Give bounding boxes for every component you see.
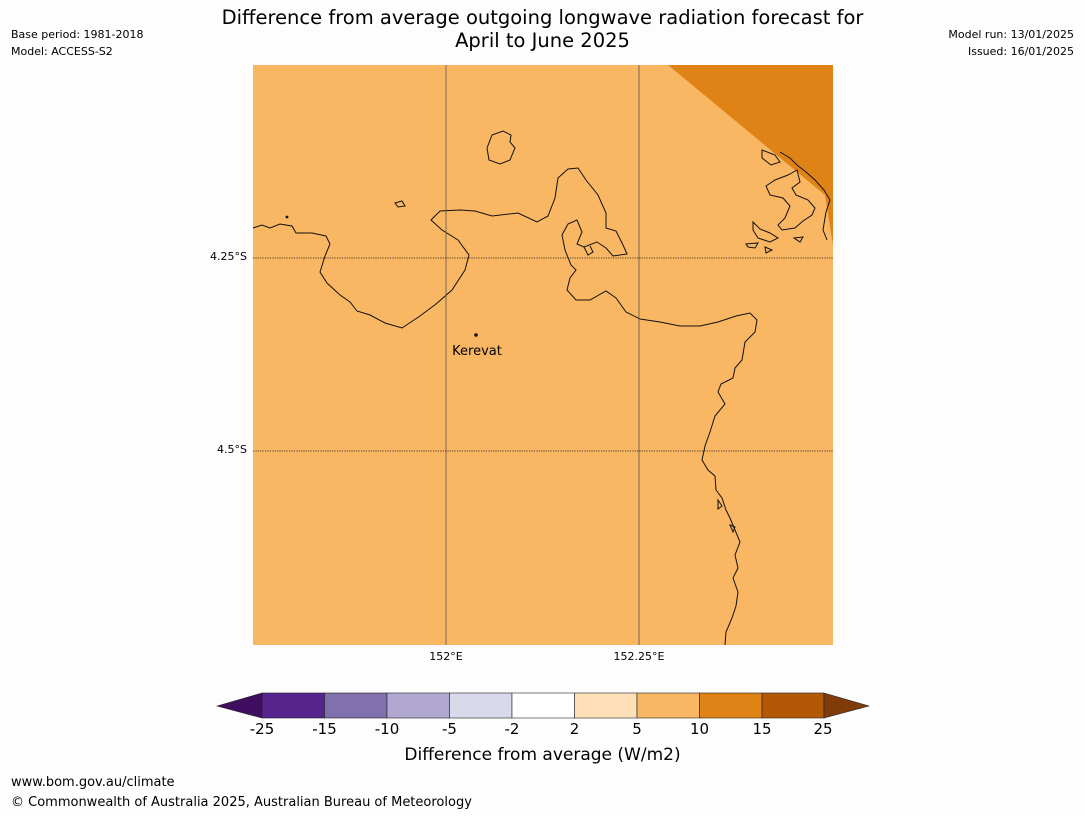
place-label-kerevat: Kerevat: [452, 344, 502, 359]
model-run-text: Model run: 13/01/2025: [948, 28, 1074, 41]
meta-left: Base period: 1981-2018 Model: ACCESS-S2: [11, 26, 143, 60]
colorbar-tick: 25: [813, 720, 833, 738]
footer-url[interactable]: www.bom.gov.au/climate: [11, 775, 175, 790]
colorbar-segment: [386, 692, 450, 719]
colorbar-segment: [699, 692, 763, 719]
colorbar: [215, 692, 871, 719]
colorbar-tick: 5: [632, 720, 642, 738]
lon-label-152-25e: 152.25°E: [613, 650, 665, 663]
footer-copyright: © Commonwealth of Australia 2025, Austra…: [11, 795, 472, 810]
colorbar-tick: -25: [249, 720, 275, 738]
colorbar-tick: 10: [689, 720, 710, 738]
map-corner-anomaly: [668, 65, 833, 245]
kerevat-marker: [474, 333, 478, 337]
map-title: Difference from average outgoing longwav…: [0, 6, 1085, 52]
colorbar-segment: [574, 692, 638, 719]
colorbar-extend-high: [823, 692, 871, 719]
graticule: [253, 65, 833, 645]
colorbar-segment: [324, 692, 388, 719]
coastline: [252, 130, 831, 646]
colorbar-segment: [449, 692, 513, 719]
base-period-text: Base period: 1981-2018: [11, 28, 144, 41]
colorbar-tick: -15: [312, 720, 337, 738]
colorbar-segment: [511, 692, 575, 719]
meta-right: Model run: 13/01/2025 Issued: 16/01/2025: [948, 26, 1074, 60]
colorbar-tick: 15: [752, 720, 772, 738]
lat-label-4-5s: 4.5°S: [217, 443, 247, 456]
title-line-1: Difference from average outgoing longwav…: [221, 6, 864, 29]
colorbar-tick: -10: [374, 720, 400, 738]
colorbar-label: Difference from average (W/m2): [404, 745, 681, 765]
title-line-2: April to June 2025: [455, 29, 630, 52]
lon-label-152e: 152°E: [429, 650, 463, 663]
issued-text: Issued: 16/01/2025: [967, 45, 1074, 58]
colorbar-tick: 2: [569, 720, 580, 738]
colorbar-segment: [261, 692, 325, 719]
map-background: [253, 65, 833, 645]
colorbar-tick: -2: [504, 720, 520, 738]
colorbar-segment: [636, 692, 700, 719]
model-text: Model: ACCESS-S2: [11, 45, 113, 58]
colorbar-segment: [761, 692, 825, 719]
colorbar-extend-low: [215, 692, 263, 719]
lat-label-4-25s: 4.25°S: [210, 250, 247, 263]
colorbar-tick: -5: [442, 720, 457, 738]
